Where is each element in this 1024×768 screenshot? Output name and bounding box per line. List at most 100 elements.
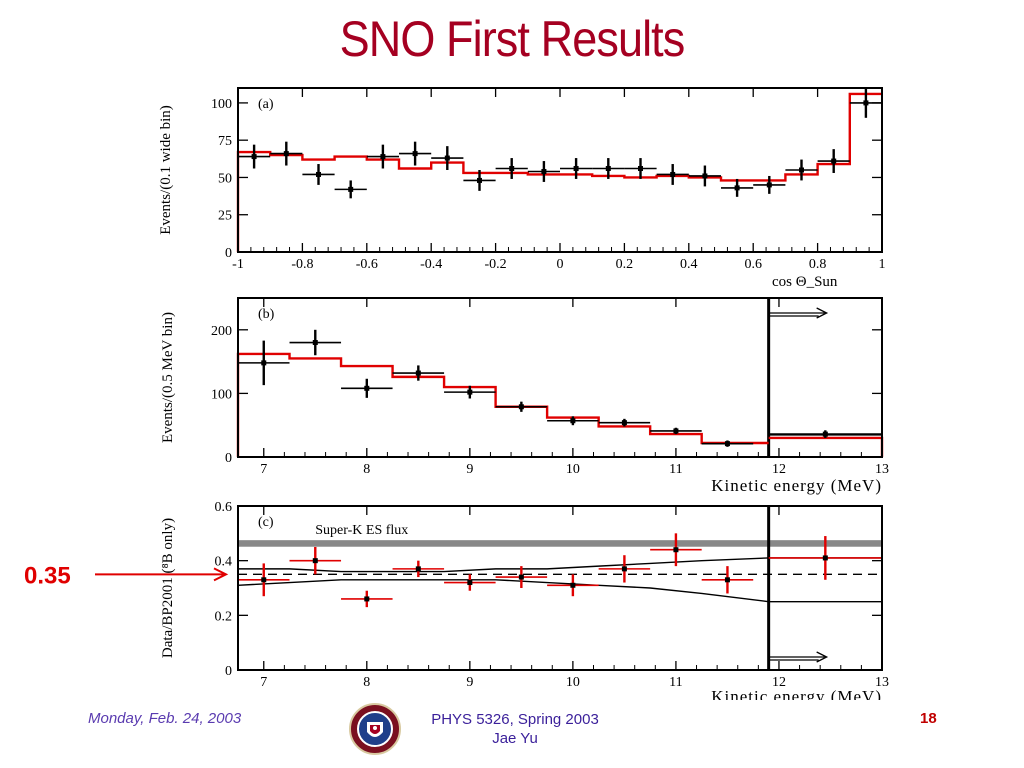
plot-frame (237, 505, 883, 671)
x-tick-label: 8 (363, 462, 370, 477)
footer-course-info: PHYS 5326, Spring 2003 Jae Yu (420, 710, 610, 748)
data-point (467, 389, 473, 395)
data-point (573, 166, 579, 172)
y-tick-label: 0 (225, 451, 232, 466)
x-tick-label: 1 (879, 257, 886, 272)
chart-panel-2: 7 8 9 10 11 12 13 0 100 200 (b) Kinetic energy (MeV… (160, 297, 889, 495)
x-tick-label: -0.8 (291, 257, 313, 272)
data-point (283, 151, 289, 157)
expectation-lower-band (237, 579, 882, 603)
data-point (364, 385, 370, 391)
data-point (477, 177, 482, 183)
data-point (638, 166, 643, 172)
panel-label: (b) (258, 307, 275, 322)
y-tick-label: 75 (218, 134, 232, 149)
y-axis-label: Events/(0.1 wide bin) (158, 105, 174, 235)
y-tick-label: 50 (218, 171, 232, 186)
data-point (412, 151, 418, 157)
data-point (863, 100, 869, 106)
x-tick-label: 12 (772, 462, 786, 477)
data-point (312, 558, 318, 564)
y-tick-label: 0 (225, 246, 232, 261)
data-point (621, 420, 627, 426)
x-tick-label: 0.8 (809, 257, 827, 272)
data-point (364, 596, 370, 602)
chart-panel-1: -1 -0.8 -0.6 -0.4 -0.2 0 0.2 0.4 0.6 0.8 1 0 25 50 75 1… (158, 87, 886, 290)
data-point (799, 167, 804, 173)
pointer-label: 0.35 (24, 562, 71, 589)
data-point (518, 404, 524, 410)
data-point (415, 566, 421, 572)
x-tick-label: -0.4 (420, 257, 442, 272)
x-tick-label: -0.6 (356, 257, 378, 272)
chart-panel-3: 7 8 9 10 11 12 13 0 0.2 0.4 0.6 Super-K ES flux (c) K… (160, 500, 889, 700)
y-tick-label: 100 (211, 97, 232, 112)
data-point (570, 418, 576, 424)
footer-author: Jae Yu (492, 730, 538, 747)
y-tick-label: 25 (218, 209, 232, 224)
x-tick-label: 7 (260, 462, 267, 477)
x-tick-label: -1 (232, 257, 244, 272)
data-point (348, 186, 354, 192)
y-tick-label: 100 (211, 387, 232, 402)
x-tick-label: 0.4 (680, 257, 698, 272)
data-point (724, 577, 730, 583)
data-point (702, 173, 708, 179)
super-k-band-label: Super-K ES flux (315, 523, 408, 538)
fit-histogram (236, 92, 882, 252)
y-axis-label: Data/BP2001 (⁸B only) (160, 518, 176, 658)
x-tick-label: 0.2 (616, 257, 634, 272)
overflow-arrow (768, 651, 829, 663)
data-point (621, 566, 627, 572)
super-k-band (238, 540, 882, 547)
data-point (509, 166, 515, 172)
y-tick-label: 0.6 (215, 500, 233, 515)
x-tick-label: 8 (363, 675, 370, 690)
y-tick-label: 200 (211, 324, 232, 339)
data-point (822, 555, 828, 561)
footer-date: Monday, Feb. 24, 2003 (88, 710, 242, 727)
x-tick-label: 13 (875, 675, 889, 690)
x-tick-label: -0.2 (485, 257, 507, 272)
data-point (261, 360, 267, 366)
x-axis-label: Kinetic energy (MeV) (711, 476, 882, 495)
data-point (766, 182, 772, 188)
x-tick-label: 9 (466, 675, 473, 690)
x-axis-label: cos Θ_Sun (772, 274, 838, 290)
panel-label: (a) (258, 97, 274, 112)
x-tick-label: 10 (566, 462, 580, 477)
page-number: 18 (920, 710, 937, 727)
x-axis-label: Kinetic energy (MeV) (711, 687, 882, 700)
data-point (734, 185, 740, 191)
data-point (570, 582, 576, 588)
x-tick-label: 11 (669, 675, 682, 690)
data-point (444, 155, 450, 161)
plot-frame (237, 87, 883, 253)
data-point (822, 431, 828, 437)
data-point (518, 574, 524, 580)
data-point (673, 428, 679, 434)
data-point (724, 441, 730, 447)
x-tick-label: 7 (260, 675, 267, 690)
overflow-arrow (768, 307, 829, 319)
pointer-arrow (95, 567, 229, 582)
x-tick-label: 0.6 (744, 257, 762, 272)
plot-frame (237, 297, 883, 458)
slide-title: SNO First Results (339, 11, 686, 67)
fit-overflow-bin (768, 436, 884, 457)
fit-histogram (236, 352, 769, 457)
data-point (380, 154, 386, 160)
data-point (831, 158, 837, 164)
data-point (541, 168, 547, 174)
data-point (415, 370, 421, 376)
data-point (467, 580, 473, 586)
x-tick-label: 0 (557, 257, 564, 272)
x-tick-label: 12 (772, 675, 786, 690)
sno-results-figure: -1 -0.8 -0.6 -0.4 -0.2 0 0.2 0.4 0.6 0.8 102550751… (24, 87, 889, 700)
data-point (251, 154, 257, 160)
data-point (670, 171, 676, 177)
x-tick-label: 11 (669, 462, 682, 477)
data-point (261, 577, 267, 583)
university-seal-logo (349, 703, 401, 755)
panel-label: (c) (258, 515, 274, 530)
